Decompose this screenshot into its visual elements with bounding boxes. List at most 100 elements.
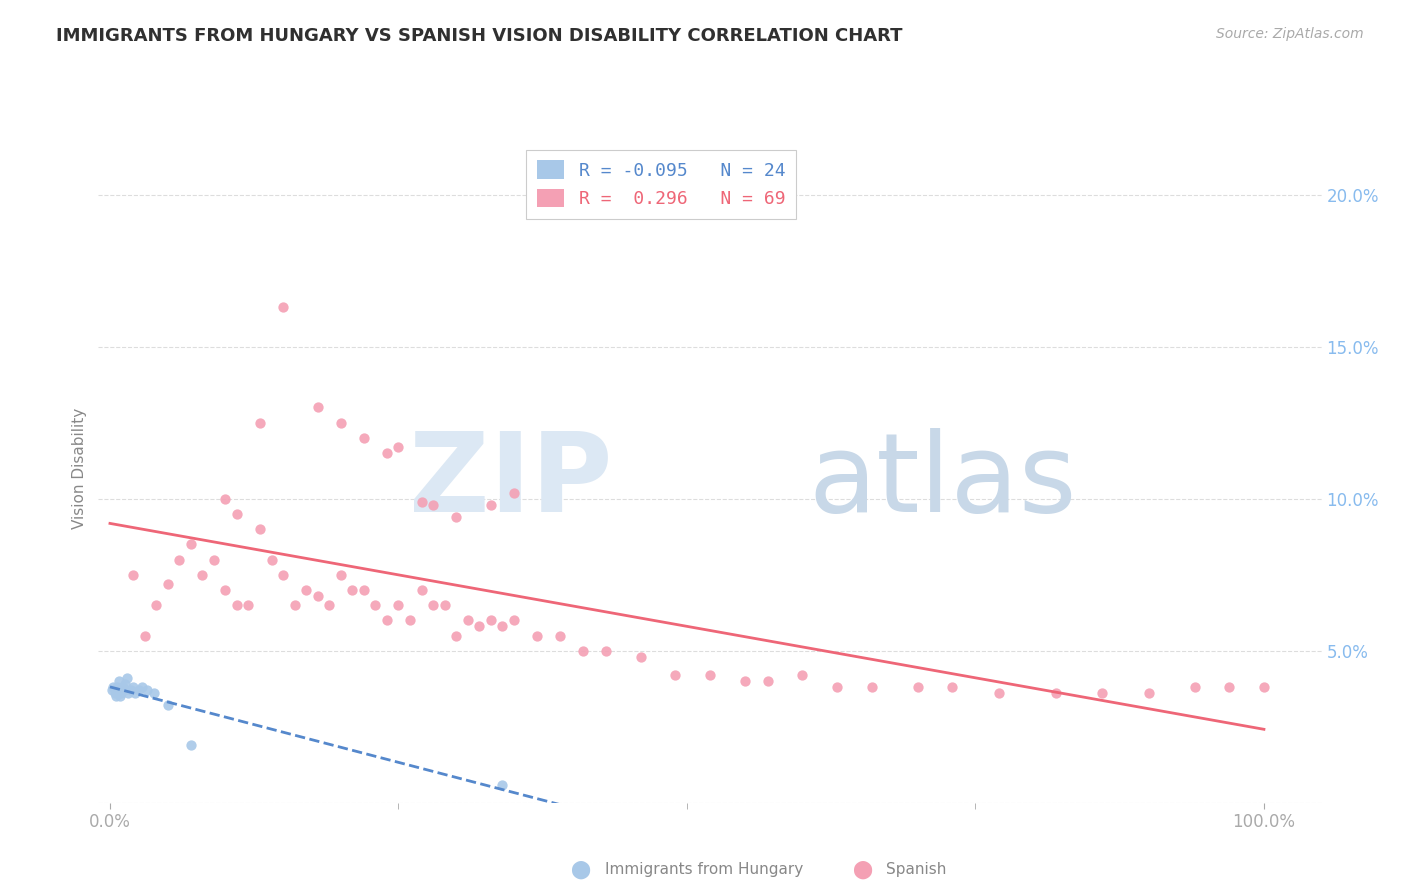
Point xyxy=(145,598,167,612)
Point xyxy=(122,567,145,582)
Point xyxy=(353,582,375,597)
Point xyxy=(502,613,524,627)
Point xyxy=(548,628,571,642)
Point xyxy=(103,686,125,700)
Point xyxy=(110,690,132,704)
Text: Immigrants from Hungary: Immigrants from Hungary xyxy=(605,863,803,877)
Point xyxy=(399,613,422,627)
Point xyxy=(225,598,247,612)
Point xyxy=(117,671,139,685)
Text: atlas: atlas xyxy=(808,428,1077,535)
Point xyxy=(375,446,398,460)
Point xyxy=(987,686,1010,700)
Point xyxy=(664,668,686,682)
Point xyxy=(156,577,179,591)
Point xyxy=(479,498,502,512)
Point xyxy=(433,598,456,612)
Point xyxy=(101,683,124,698)
Point xyxy=(108,674,131,689)
Text: Source: ZipAtlas.com: Source: ZipAtlas.com xyxy=(1216,27,1364,41)
Y-axis label: Vision Disability: Vision Disability xyxy=(72,408,87,529)
Point xyxy=(107,683,129,698)
Point xyxy=(105,680,128,694)
Point xyxy=(191,567,214,582)
Point xyxy=(111,680,134,694)
Point xyxy=(364,598,387,612)
Point xyxy=(411,494,433,508)
Point xyxy=(941,680,963,694)
Text: ⬤: ⬤ xyxy=(571,861,591,879)
Point xyxy=(329,416,352,430)
Point xyxy=(1218,680,1240,694)
Point xyxy=(572,644,595,658)
Point xyxy=(907,680,929,694)
Point xyxy=(271,300,294,314)
Point xyxy=(411,582,433,597)
Point xyxy=(595,644,617,658)
Point xyxy=(202,552,225,566)
Text: ZIP: ZIP xyxy=(409,428,612,535)
Point xyxy=(110,686,132,700)
Point xyxy=(142,686,165,700)
Point xyxy=(502,485,524,500)
Point xyxy=(734,674,756,689)
Point xyxy=(114,677,136,691)
Point xyxy=(249,416,271,430)
Point xyxy=(295,582,318,597)
Point xyxy=(444,510,467,524)
Point xyxy=(1184,680,1206,694)
Point xyxy=(422,498,444,512)
Point xyxy=(1253,680,1275,694)
Point xyxy=(156,698,179,713)
Point xyxy=(120,683,142,698)
Point xyxy=(444,628,467,642)
Point xyxy=(318,598,340,612)
Point xyxy=(214,491,236,506)
Point xyxy=(353,431,375,445)
Point xyxy=(124,686,146,700)
Point xyxy=(387,598,409,612)
Point xyxy=(479,613,502,627)
Point xyxy=(630,649,652,664)
Text: ⬤: ⬤ xyxy=(852,861,872,879)
Point xyxy=(329,567,352,582)
Point xyxy=(284,598,307,612)
Point xyxy=(271,567,294,582)
Point xyxy=(128,683,150,698)
Point xyxy=(699,668,721,682)
Point xyxy=(307,401,329,415)
Text: Spanish: Spanish xyxy=(886,863,946,877)
Point xyxy=(122,680,145,694)
Point xyxy=(756,674,779,689)
Point xyxy=(792,668,814,682)
Point xyxy=(825,680,848,694)
Point xyxy=(180,738,202,752)
Text: IMMIGRANTS FROM HUNGARY VS SPANISH VISION DISABILITY CORRELATION CHART: IMMIGRANTS FROM HUNGARY VS SPANISH VISIO… xyxy=(56,27,903,45)
Point xyxy=(375,613,398,627)
Point xyxy=(135,683,157,698)
Point xyxy=(112,683,135,698)
Point xyxy=(457,613,479,627)
Point xyxy=(134,628,156,642)
Point xyxy=(422,598,444,612)
Point xyxy=(491,619,513,633)
Point xyxy=(1045,686,1067,700)
Point xyxy=(103,680,125,694)
Legend: R = -0.095   N = 24, R =  0.296   N = 69: R = -0.095 N = 24, R = 0.296 N = 69 xyxy=(526,150,796,219)
Point xyxy=(104,690,127,704)
Point xyxy=(167,552,190,566)
Point xyxy=(1091,686,1114,700)
Point xyxy=(117,686,139,700)
Point xyxy=(260,552,283,566)
Point xyxy=(225,507,247,521)
Point xyxy=(238,598,260,612)
Point xyxy=(342,582,364,597)
Point xyxy=(307,589,329,603)
Point xyxy=(249,522,271,536)
Point xyxy=(180,537,202,551)
Point xyxy=(387,440,409,454)
Point xyxy=(214,582,236,597)
Point xyxy=(491,778,513,792)
Point xyxy=(468,619,491,633)
Point xyxy=(526,628,548,642)
